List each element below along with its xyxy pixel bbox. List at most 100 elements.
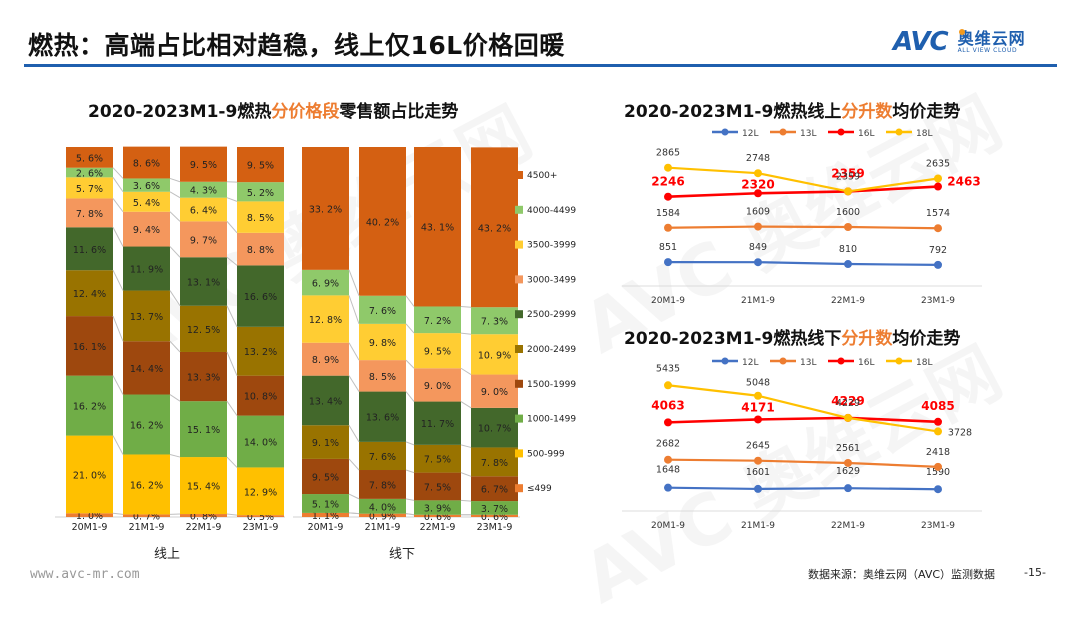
data-label: 13. 7% — [130, 312, 163, 323]
data-label: 11. 6% — [73, 245, 106, 256]
x-tick-label: 22M1-9 — [831, 521, 865, 531]
data-label: 9. 0% — [481, 387, 508, 398]
logo-english-name: ALL VIEW CLOUD — [958, 47, 1026, 55]
data-label: 810 — [839, 244, 857, 255]
series-connector-line — [170, 212, 180, 222]
data-label: 16. 2% — [130, 480, 163, 491]
data-label: 12. 9% — [244, 487, 277, 498]
data-label: 4229 — [836, 398, 860, 409]
series-connector-line — [349, 425, 359, 442]
x-tick-label: 22M1-9 — [831, 296, 865, 306]
data-point — [934, 183, 942, 191]
legend-label: 12L — [742, 358, 758, 368]
chart-title-highlight: 分升数 — [841, 102, 892, 122]
series-connector-line — [406, 296, 414, 307]
data-label: 1601 — [746, 467, 770, 478]
series-connector-line — [349, 494, 359, 499]
series-connector-line — [113, 168, 123, 179]
data-label: 9. 8% — [369, 338, 396, 349]
legend-swatch — [515, 449, 523, 457]
data-label: 7. 2% — [424, 316, 451, 327]
data-label: 2748 — [746, 153, 770, 164]
data-label: 4. 0% — [369, 502, 396, 513]
logo-dot-icon — [959, 29, 965, 35]
chart-title-part: 2020-2023M1-9燃热 — [88, 102, 271, 122]
legend-label: 3500-3999 — [527, 241, 576, 251]
legend-swatch — [515, 345, 523, 353]
data-point — [664, 164, 672, 172]
data-point — [664, 456, 672, 464]
x-tick-label: 21M1-9 — [365, 522, 401, 533]
series-connector-line — [349, 295, 359, 323]
data-point — [664, 418, 672, 426]
series-connector-line — [461, 473, 471, 477]
data-label: 851 — [659, 242, 677, 253]
data-label: 16. 2% — [73, 402, 106, 413]
data-label: 11. 7% — [421, 419, 454, 430]
series-connector-line — [170, 178, 180, 181]
legend-label: 16L — [858, 129, 874, 139]
x-tick-label: 21M1-9 — [129, 522, 165, 533]
data-label: 8. 5% — [369, 372, 396, 383]
series-connector-line — [170, 192, 180, 198]
data-label: 1629 — [836, 466, 860, 477]
data-label: 9. 0% — [424, 381, 451, 392]
series-connector-line — [349, 376, 359, 392]
series-connector-line — [461, 306, 471, 307]
data-label: 2463 — [947, 175, 980, 189]
legend-marker — [722, 358, 729, 365]
chart-title-highlight: 分价格段 — [271, 102, 339, 122]
data-label: 4063 — [651, 398, 684, 412]
data-label: 1600 — [836, 207, 860, 218]
series-connector-line — [406, 360, 414, 368]
x-tick-label: 23M1-9 — [921, 521, 955, 531]
data-label: 1584 — [656, 208, 680, 219]
series-connector-line — [461, 445, 471, 448]
stacked-bar-chart: 1. 0%21. 0%16. 2%16. 1%12. 4%11. 6%7. 8%… — [0, 140, 600, 560]
series-connector-line — [170, 341, 180, 352]
legend-swatch — [515, 171, 523, 179]
series-connector-line — [227, 257, 237, 265]
series-connector-line — [227, 352, 237, 376]
x-tick-label: 22M1-9 — [420, 522, 456, 533]
data-label: 5. 7% — [76, 184, 103, 195]
avc-logo: AVC 奥维云网 ALL VIEW CLOUD — [893, 26, 1026, 58]
data-label: 14. 4% — [130, 364, 163, 375]
series-connector-line — [170, 247, 180, 258]
data-label: 2. 6% — [76, 169, 103, 180]
legend-marker — [896, 129, 903, 136]
data-point — [754, 457, 762, 465]
data-point — [934, 261, 942, 269]
data-label: 10. 8% — [244, 392, 277, 403]
series-connector-line — [406, 392, 414, 402]
data-label: 16. 6% — [244, 292, 277, 303]
series-connector-line — [113, 376, 123, 395]
chart-title-part: 2020-2023M1-9燃热线下 — [624, 329, 841, 349]
legend-label: 500-999 — [527, 449, 565, 459]
legend-label: 1000-1499 — [527, 415, 576, 425]
data-point — [844, 459, 852, 467]
data-label: 4171 — [741, 400, 774, 414]
data-label: 5435 — [656, 363, 680, 374]
data-label: 2635 — [926, 158, 950, 169]
data-label: 7. 8% — [369, 480, 396, 491]
data-label: 13. 3% — [187, 373, 220, 384]
data-label: 2359 — [836, 171, 860, 182]
data-label: 2645 — [746, 441, 770, 452]
series-connector-line — [113, 177, 123, 191]
online-line-chart-title: 2020-2023M1-9燃热线上分升数均价走势 — [624, 97, 960, 122]
data-label: 8. 9% — [312, 355, 339, 366]
data-label: 13. 4% — [309, 396, 342, 407]
data-point — [934, 224, 942, 232]
data-point — [754, 258, 762, 266]
x-tick-label: 23M1-9 — [921, 296, 955, 306]
data-label: 2682 — [656, 439, 680, 450]
data-label: 792 — [929, 245, 947, 256]
data-label: 1574 — [926, 208, 950, 219]
x-tick-label: 20M1-9 — [72, 522, 108, 533]
x-tick-label: 22M1-9 — [186, 522, 222, 533]
data-label: 13. 1% — [187, 277, 220, 288]
series-connector-line — [227, 221, 237, 232]
data-label: 9. 5% — [312, 472, 339, 483]
